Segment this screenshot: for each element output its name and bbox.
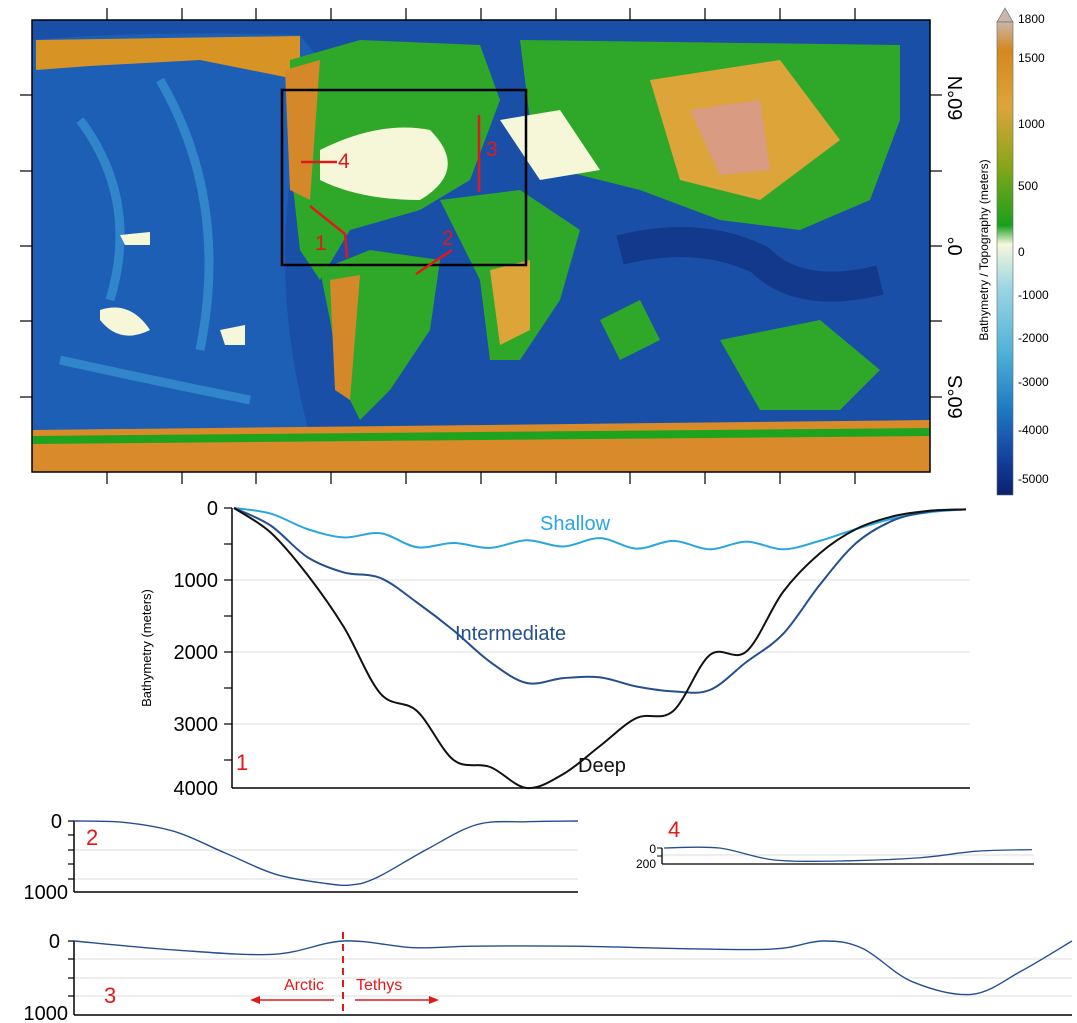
- panel-2-ticks: [68, 820, 74, 880]
- panel-2: 0 1000 2: [24, 811, 579, 904]
- route-label-3: 3: [486, 138, 498, 161]
- panel-3-label: 3: [104, 983, 116, 1008]
- panel-3-ticks: [68, 940, 74, 997]
- y-tick-label: 1000: [24, 882, 69, 904]
- australia-land: [720, 320, 880, 410]
- y-tick-label: 0: [207, 498, 218, 520]
- profile-line-series-0: [73, 940, 1073, 996]
- annotation-tethys: Tethys: [356, 977, 402, 994]
- y-tick-label: 4000: [174, 778, 219, 800]
- route-label-2: 2: [442, 227, 454, 250]
- panel-2-series: [73, 820, 579, 887]
- rockies-highland: [285, 60, 320, 200]
- series-label-intermediate: Intermediate: [455, 623, 566, 645]
- lat-label-60s: 60°S: [945, 375, 967, 419]
- panel-3: 0 1000 3 Arctic Tethys: [24, 931, 1073, 1023]
- route-label-4: 4: [338, 150, 350, 173]
- pacific-island-3: [220, 325, 245, 345]
- map-ticks: [20, 8, 942, 484]
- y-tick-label: 0: [51, 811, 62, 833]
- colorbar-arrow: [996, 7, 1014, 23]
- annotation-arctic: Arctic: [284, 977, 324, 994]
- series-label-shallow: Shallow: [540, 513, 611, 535]
- colorbar-bar: [996, 21, 1014, 496]
- tethys-arrowhead: [429, 996, 439, 1004]
- y-tick-label: 200: [636, 857, 656, 871]
- pacific-region: [32, 33, 320, 470]
- asia-peak: [690, 100, 770, 175]
- route-line-1: [309, 205, 349, 259]
- panel-4: 0 200 4: [636, 817, 1034, 871]
- series-label-deep: Deep: [578, 755, 626, 777]
- cb-tick-label: 1500: [1018, 51, 1045, 65]
- pacific-island-1: [100, 307, 150, 336]
- y-tick-label: 0: [49, 931, 60, 953]
- deep-basin: [616, 227, 884, 302]
- panel-1-ylabel: Bathymetry (meters): [139, 589, 154, 707]
- cb-tick-label: 1800: [1018, 12, 1045, 26]
- profile-line-series-0: [73, 820, 579, 887]
- colorbar-ticks: 1800 1500 1000 500 0 -1000 -2000 -3000 -…: [1018, 12, 1049, 486]
- africa-highland: [490, 260, 530, 345]
- profile-line-series-0: [663, 846, 1033, 862]
- profile-line-shallow: [233, 507, 967, 551]
- profile-line-intermediate: [233, 507, 967, 694]
- colorbar-label: Bathymetry / Topography (meters): [977, 159, 991, 340]
- antarctica-coast: [31, 428, 931, 444]
- ocean-ridges: [59, 77, 251, 405]
- cb-tick-label: -4000: [1018, 423, 1049, 437]
- panel-4-label: 4: [668, 817, 680, 842]
- shelf-sea-west: [320, 127, 448, 200]
- lat-label-equator: 0°: [945, 236, 967, 255]
- profile-line-deep: [233, 507, 967, 790]
- route-line-2: [415, 248, 453, 276]
- study-region-box: [280, 88, 528, 267]
- india-land: [600, 300, 660, 360]
- cb-tick-label: -3000: [1018, 375, 1049, 389]
- cb-tick-label: -1000: [1018, 288, 1049, 302]
- panel-1-ticks: [224, 507, 232, 761]
- y-tick-label: 1000: [24, 1003, 69, 1023]
- cb-tick-label: 0: [1018, 245, 1025, 259]
- cb-tick-label: 1000: [1018, 117, 1045, 131]
- y-tick-label: 1000: [174, 570, 219, 592]
- map-panel: 60°N 0° 60°S 1 2 3 4: [20, 8, 967, 484]
- panel-2-gridlines: [74, 849, 578, 880]
- y-tick-label: 0: [649, 842, 656, 856]
- panel-1-series: [233, 507, 967, 790]
- panel-1-label: 1: [236, 750, 248, 775]
- panel-2-label: 2: [86, 825, 98, 850]
- cb-tick-label: -5000: [1018, 472, 1049, 486]
- route-labels: 1 2 3 4: [315, 138, 498, 255]
- colorbar: 1800 1500 1000 500 0 -1000 -2000 -3000 -…: [977, 7, 1049, 496]
- lat-label-60n: 60°N: [945, 76, 967, 121]
- y-tick-label: 2000: [174, 642, 219, 664]
- cb-tick-label: -2000: [1018, 331, 1049, 345]
- panel-3-gridlines: [74, 958, 1072, 997]
- route-lines: [301, 115, 481, 276]
- panel-1-tick-labels: 0 1000 2000 3000 4000: [174, 498, 219, 800]
- y-tick-label: 3000: [174, 714, 219, 736]
- panel-3-series: [73, 940, 1073, 996]
- panel-1: 0 1000 2000 3000 4000 Bathymetry (meters…: [139, 498, 970, 800]
- andes-highland: [330, 275, 360, 400]
- arctic-land: [36, 36, 300, 80]
- panel-1-gridlines: [232, 579, 970, 725]
- panel-4-series: [663, 846, 1033, 862]
- route-label-1: 1: [315, 232, 327, 255]
- arctic-arrowhead: [250, 996, 260, 1004]
- pacific-island-2: [120, 232, 150, 245]
- cb-tick-label: 500: [1018, 179, 1038, 193]
